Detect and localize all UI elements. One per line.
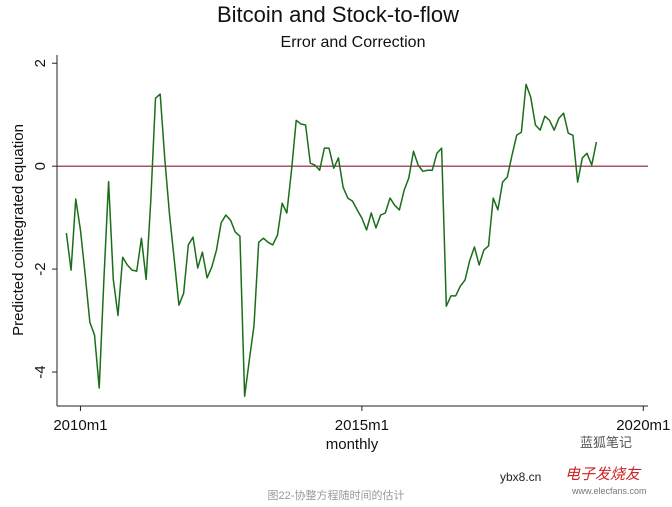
data-line <box>65 83 598 397</box>
y-tick-label: 2 <box>32 59 49 67</box>
chart-title: Bitcoin and Stock-to-flow <box>217 2 459 27</box>
y-tick-label: 0 <box>32 162 49 170</box>
y-axis-label: Predicted cointegrated equation <box>10 124 27 336</box>
y-tick-label: -2 <box>32 262 49 275</box>
watermark: 蓝狐笔记 <box>580 435 632 450</box>
chart-subtitle: Error and Correction <box>281 34 426 51</box>
watermark: ybx8.cn <box>500 470 541 484</box>
x-tick-label: 2020m1 <box>616 417 670 434</box>
watermark: 电子发烧友 <box>565 466 642 483</box>
x-tick-label: 2015m1 <box>335 417 389 434</box>
watermark: www.elecfans.com <box>571 486 647 496</box>
x-axis-label: monthly <box>326 436 379 453</box>
y-tick-label: -4 <box>32 365 49 378</box>
caption: 图22-协整方程随时间的估计 <box>268 488 405 502</box>
x-tick-label: 2010m1 <box>53 417 107 434</box>
